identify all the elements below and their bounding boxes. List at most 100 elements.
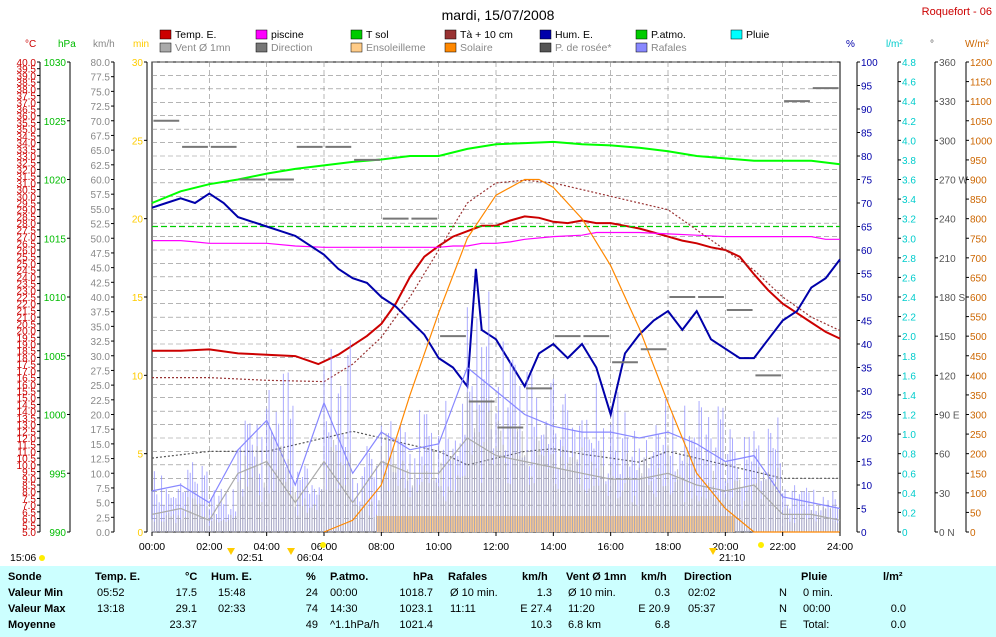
axis-tick-label: 32.5 [91, 337, 111, 348]
axis-tick-label: 350 [970, 391, 987, 402]
axis-tick-label: 2.5 [96, 513, 110, 524]
axis-tick-label: 13.0 [17, 421, 37, 432]
legend-label: piscine [271, 29, 304, 41]
axis-tick-label: 24.0 [17, 273, 37, 284]
axis-tick-label: 0.8 [902, 450, 916, 461]
legend-label: Tà + 10 cm [460, 29, 513, 41]
x-tick-label: 10:00 [426, 541, 452, 553]
axis-tick-label: 100 [861, 58, 878, 69]
x-tick-label: 20:00 [712, 541, 738, 553]
axis-tick-label: 18.5 [17, 347, 37, 358]
axis-tick-label: 36.0 [17, 112, 37, 123]
axis-tick-label: 33.0 [17, 152, 37, 163]
axis-tick-label: 75 [861, 176, 873, 187]
axis-tick-label: 65 [861, 223, 873, 234]
axis-tick-label: 40.0 [17, 58, 37, 69]
series-t-sol [151, 140, 841, 204]
axis-tick-label: 1010 [44, 293, 67, 304]
legend-label: P. de rosée* [555, 42, 611, 54]
axis-tick-label: 17.0 [17, 367, 37, 378]
axis-tick-label: 24.5 [17, 266, 37, 277]
axis-tick-label: 15 [861, 458, 873, 469]
day-start-time: 15:06 [10, 552, 36, 564]
axis-tick-label: 28.0 [17, 219, 37, 230]
chart-legend: Temp. E. piscine T sol Tà + 10 cm Hum. E. P.a… [159, 29, 770, 54]
stats-raf-v: 1.3 [536, 587, 552, 599]
axis-tick-label: 300 [939, 136, 956, 147]
axis-tick-label: 37.5 [17, 92, 37, 103]
stats-hum-t: 15:48 [218, 587, 246, 599]
axis-tick-label: 7.0 [22, 501, 36, 512]
axis-tick-label: 4.2 [902, 117, 916, 128]
legend-swatch [350, 29, 363, 40]
series-t-10-cm [152, 179, 841, 383]
axis-tick-label: 23.5 [17, 280, 37, 291]
header-hum-unit: % [306, 571, 316, 583]
axis-tick-label: 5 [861, 505, 867, 516]
axis-tick-label: 85 [861, 129, 873, 140]
axis-tick-label: 25.0 [91, 381, 111, 392]
axis-tick-label: 10 [861, 481, 873, 492]
station-name: Roquefort - 06 [922, 6, 992, 18]
axis-tick-label: 8.0 [22, 488, 36, 499]
header-vent: Vent Ø 1mn [566, 571, 627, 583]
chart-title: mardi, 15/07/2008 [442, 7, 555, 23]
axis-tick-label: 1.4 [902, 391, 916, 402]
stats-dir-t: 05:37 [688, 603, 716, 615]
axis-tick-label: 180 S [939, 293, 965, 304]
axis-tick-label: 240 [939, 215, 956, 226]
stats-pluie-t: 0 min. [803, 587, 833, 599]
axis-tick-label: 75.0 [91, 87, 111, 98]
axis-tick-label: 40 [861, 340, 873, 351]
axis-unit: km/h [93, 39, 115, 50]
legend-swatch [350, 42, 363, 53]
axis-tick-label: 39.5 [17, 65, 37, 76]
axis-tick-label: 50 [970, 508, 982, 519]
axis-tick-label: 250 [970, 430, 987, 441]
axis-tick-label: 80.0 [91, 58, 111, 69]
axis-tick-label: 4.8 [902, 58, 916, 69]
axis-tick-label: 0.6 [902, 469, 916, 480]
axis-tick-label: 19.0 [17, 340, 37, 351]
axis-tick-label: 400 [970, 371, 987, 382]
axis-tick-label: 1000 [44, 411, 67, 422]
legend-swatch [444, 42, 457, 53]
axis-tick-label: 50.0 [91, 234, 111, 245]
header-pluie-unit: l/m² [883, 571, 903, 583]
axis-unit: °C [25, 39, 36, 50]
axis-tick-label: 35.5 [17, 118, 37, 129]
stats-dir-t: 02:02 [688, 587, 716, 599]
axis-tick-label: 950 [970, 156, 987, 167]
axis-tick-label: 1150 [970, 78, 992, 89]
axis-tick-label: 21.0 [17, 313, 37, 324]
axis-tick-label: 5.0 [22, 528, 36, 539]
header-rafales-unit: km/h [522, 571, 548, 583]
axis-tick-label: 450 [970, 352, 987, 363]
axis-tick-label: 200 [970, 450, 987, 461]
axis-tick-label: 60 [939, 450, 951, 461]
axis-tick-label: 17.5 [91, 425, 111, 436]
axis-tick-label: 22.0 [17, 300, 37, 311]
axis-tick-label: 1030 [44, 58, 67, 69]
header-temp-unit: °C [185, 571, 198, 583]
axis-tick-label: 20.0 [91, 411, 111, 422]
stats-vent-v: 0.3 [654, 587, 670, 599]
axis-tick-label: 20.0 [17, 327, 37, 338]
stats-vent-v: 6.8 [654, 619, 670, 631]
axis-unit: hPa [58, 39, 76, 50]
axis-tick-label: 30 [939, 489, 951, 500]
axis-tick-label: 300 [970, 411, 987, 422]
stats-patmo-t: ^1.1hPa/h [330, 619, 380, 631]
stats-hum-v: 49 [305, 619, 318, 631]
sun-event-time: 02:51 [237, 552, 263, 564]
stats-vent-t: 11:20 [568, 603, 595, 615]
axis-tick-label: 2.0 [902, 332, 916, 343]
x-tick-label: 16:00 [598, 541, 624, 553]
axis-tick-label: 57.5 [91, 190, 111, 201]
axis-tick-label: 0 [137, 528, 143, 539]
axis-tick-label: 37.5 [91, 308, 111, 319]
axis-tick-label: 3.8 [902, 156, 916, 167]
axis-tick-label: 25 [861, 411, 873, 422]
axis-tick-label: 55 [861, 270, 873, 281]
axis-tick-label: 25 [132, 136, 144, 147]
